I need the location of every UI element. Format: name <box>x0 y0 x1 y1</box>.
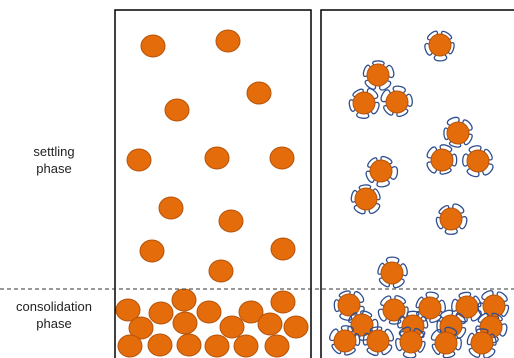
consolidated-particle <box>264 334 290 358</box>
consolidated-particle <box>148 301 174 325</box>
coated-settling-particle <box>426 144 458 175</box>
settling-particle <box>139 239 165 263</box>
settling-label-line2: phase <box>36 161 72 176</box>
settling-particle <box>270 237 296 261</box>
coated-settling-particle <box>443 116 473 148</box>
consolidation-label-line2: phase <box>36 316 72 331</box>
settling-particle <box>269 146 295 170</box>
consolidated-particle <box>283 315 309 339</box>
coated-settling-particle <box>365 155 399 188</box>
settling-particle <box>208 259 234 283</box>
coated-settling-particle <box>380 85 413 118</box>
coated-settling-particle <box>350 184 381 215</box>
settling-particle <box>158 196 184 220</box>
settling-label-line1: settling <box>33 144 75 159</box>
coated-settling-particle <box>348 87 380 119</box>
settling-particle <box>126 148 152 172</box>
consolidated-particle <box>171 288 197 312</box>
consolidated-particle <box>204 334 230 358</box>
coated-settling-particle <box>435 203 468 235</box>
consolidated-particle <box>238 300 264 324</box>
coated-settling-particle <box>462 145 494 178</box>
coated-consolidated-particle <box>362 326 394 357</box>
settling-particle <box>218 209 244 233</box>
left-container-frame <box>114 9 312 358</box>
settling-particle <box>164 98 190 122</box>
consolidated-particle <box>115 298 141 322</box>
settling-particle <box>215 29 241 53</box>
coated-consolidated-particle <box>395 326 426 358</box>
consolidation-phase-label: consolidation phase <box>0 298 108 332</box>
coated-settling-particle <box>362 60 395 91</box>
coated-consolidated-particle <box>329 325 361 356</box>
consolidated-particle <box>117 334 143 358</box>
consolidated-particle <box>147 333 173 357</box>
settling-particle <box>140 34 166 58</box>
consolidated-particle <box>172 311 198 335</box>
consolidated-particle <box>219 315 245 339</box>
coated-settling-particle <box>377 256 408 289</box>
right-container-frame <box>320 9 514 358</box>
consolidation-label-line1: consolidation <box>16 299 92 314</box>
consolidated-particle <box>196 300 222 324</box>
right-panel-coated-particles <box>329 30 510 358</box>
consolidated-particle <box>257 312 283 336</box>
consolidated-particle <box>128 316 154 340</box>
settling-particle <box>246 81 272 105</box>
coated-consolidated-particle <box>477 290 510 321</box>
coated-consolidated-particle <box>415 291 446 324</box>
consolidated-particle <box>270 290 296 314</box>
left-panel-bare-particles <box>115 29 309 358</box>
coated-consolidated-particle <box>466 328 497 358</box>
consolidated-particle <box>233 334 259 358</box>
coated-consolidated-particle <box>430 326 462 358</box>
consolidated-particle <box>176 333 202 357</box>
settling-phase-label: settling phase <box>0 143 108 177</box>
coated-settling-particle <box>424 30 455 62</box>
coated-consolidated-particle <box>377 295 409 325</box>
settling-particle <box>204 146 230 170</box>
